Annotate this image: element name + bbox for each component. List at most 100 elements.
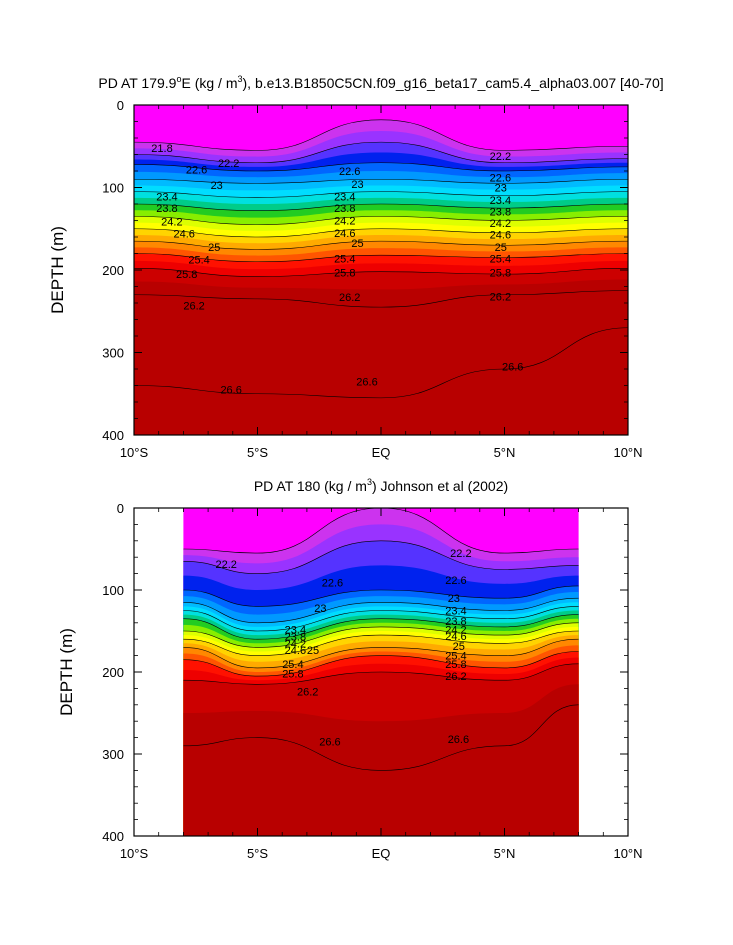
contour-label: 24.2 — [161, 216, 182, 228]
contour-label: 22.2 — [490, 151, 511, 163]
panel1-ticks: 10°S 5°S EQ 5°N 10°N 0 100 200 300 400 — [102, 98, 642, 460]
contour-label: 25.8 — [176, 269, 197, 281]
y-tick-label: 400 — [102, 829, 124, 844]
y-tick-label: 200 — [102, 665, 124, 680]
y-tick-label: 0 — [117, 501, 124, 516]
contour-label: 21.8 — [151, 143, 172, 155]
contour-label: 25.4 — [445, 651, 466, 663]
contour-label: 25 — [495, 242, 507, 254]
panel1-contour-lines — [134, 119, 628, 399]
contour-label: 23.8 — [445, 616, 466, 628]
x-tick-label: 10°N — [613, 846, 642, 861]
contour-line-25 — [134, 240, 628, 250]
panel1-contour-labels: 21.822.222.62323.423.824.224.62525.425.8… — [151, 143, 523, 397]
x-tick-label: EQ — [372, 445, 391, 460]
contour-line-22.6 — [183, 540, 579, 574]
contour-label: 26.6 — [448, 734, 469, 746]
contour-label: 25.4 — [282, 659, 303, 671]
contour-line-24.2 — [134, 216, 628, 225]
contour-label: 25 — [453, 641, 465, 653]
contour-line-26.2 — [134, 290, 628, 308]
contour-line-21.8 — [134, 119, 628, 151]
y-tick-label: 200 — [102, 263, 124, 278]
x-tick-label: 5°S — [247, 846, 268, 861]
panel2-title: PD AT 180 (kg / m3) Johnson et al (2002) — [254, 477, 508, 494]
panel2-contour-lines — [183, 508, 579, 771]
y-tick-label: 100 — [102, 583, 124, 598]
contour-label: 23 — [495, 183, 507, 195]
contour-line-25 — [183, 630, 579, 656]
contour-label: 26.2 — [445, 671, 466, 683]
contour-line-25.8 — [183, 651, 579, 677]
x-tick-label: 5°N — [494, 846, 516, 861]
contour-label: 25.4 — [334, 253, 355, 265]
contour-label: 24.6 — [445, 631, 466, 643]
contour-label: 24.6 — [490, 230, 511, 242]
contour-line-23.4 — [183, 597, 579, 624]
contour-line-23.4 — [134, 191, 628, 198]
contour-label: 23.8 — [334, 203, 355, 215]
x-tick-label: 10°N — [613, 445, 642, 460]
y-tick-label: 100 — [102, 181, 124, 196]
panel-model: PD AT 179.9oE (kg / m3), b.e13.B1850C5CN… — [48, 74, 664, 460]
contour-label: 25.8 — [445, 659, 466, 671]
contour-label: 23 — [314, 603, 326, 615]
contour-label: 22.6 — [339, 166, 360, 178]
panel1-ylabel: DEPTH (m) — [48, 226, 67, 314]
contour-label: 23.8 — [285, 632, 306, 644]
contour-label: 26.2 — [297, 687, 318, 699]
contour-label: 22.2 — [450, 548, 471, 560]
contour-label: 23 — [211, 180, 223, 192]
contour-label: 23.8 — [156, 203, 177, 215]
contour-line-26.6 — [134, 327, 628, 399]
y-tick-label: 300 — [102, 346, 124, 361]
contour-label: 26.2 — [183, 300, 204, 312]
x-tick-label: 5°N — [494, 445, 516, 460]
contour-label: 24.2 — [445, 624, 466, 636]
contour-line-23.8 — [183, 606, 579, 632]
contour-line-24.6 — [183, 622, 579, 648]
contour-line-24.2 — [183, 614, 579, 640]
contour-line-23 — [183, 585, 579, 607]
contour-label: 24.6 — [174, 229, 195, 241]
x-tick-label: 10°S — [120, 846, 149, 861]
contour-label: 24.6 — [285, 645, 306, 657]
contour-label: 22.6 — [186, 164, 207, 176]
y-tick-label: 400 — [102, 428, 124, 443]
contour-label: 26.6 — [502, 362, 523, 374]
contour-label: 23.4 — [334, 192, 355, 204]
panel1-contour-fill — [134, 105, 628, 435]
contour-label: 25 — [208, 242, 220, 254]
contour-label: 23.8 — [490, 206, 511, 218]
contour-label: 25 — [351, 238, 363, 250]
contour-label: 24.2 — [334, 216, 355, 228]
contour-label: 25.8 — [334, 267, 355, 279]
x-tick-label: EQ — [372, 846, 391, 861]
contour-label: 22.6 — [322, 578, 343, 590]
panel1-title: PD AT 179.9oE (kg / m3), b.e13.B1850C5CN… — [98, 74, 663, 91]
contour-label: 23.4 — [156, 192, 177, 204]
contour-line-25.4 — [134, 253, 628, 263]
band-24 — [134, 327, 628, 435]
contour-label: 24.2 — [285, 638, 306, 650]
contour-label: 23.4 — [445, 606, 466, 618]
contour-line-26.6 — [183, 704, 579, 771]
x-tick-label: 10°S — [120, 445, 149, 460]
contour-label: 25.4 — [490, 253, 511, 265]
contour-line-23.8 — [134, 203, 628, 211]
contour-label: 26.2 — [339, 292, 360, 304]
contour-label: 24.2 — [490, 218, 511, 230]
contour-line-22.2 — [134, 141, 628, 164]
contour-label: 26.6 — [220, 385, 241, 397]
contour-label: 26.2 — [490, 291, 511, 303]
contour-label: 26.6 — [356, 376, 377, 388]
contour-label: 25.8 — [490, 267, 511, 279]
contour-line-26.2 — [183, 663, 579, 685]
y-tick-label: 300 — [102, 747, 124, 762]
panel2-ticks: 10°S 5°S EQ 5°N 10°N 0 100 200 300 400 — [102, 501, 642, 861]
contour-line-22.6 — [134, 162, 628, 172]
contour-label: 25 — [307, 645, 319, 657]
y-tick-label: 0 — [117, 98, 124, 113]
contour-label: 22.2 — [218, 158, 239, 170]
